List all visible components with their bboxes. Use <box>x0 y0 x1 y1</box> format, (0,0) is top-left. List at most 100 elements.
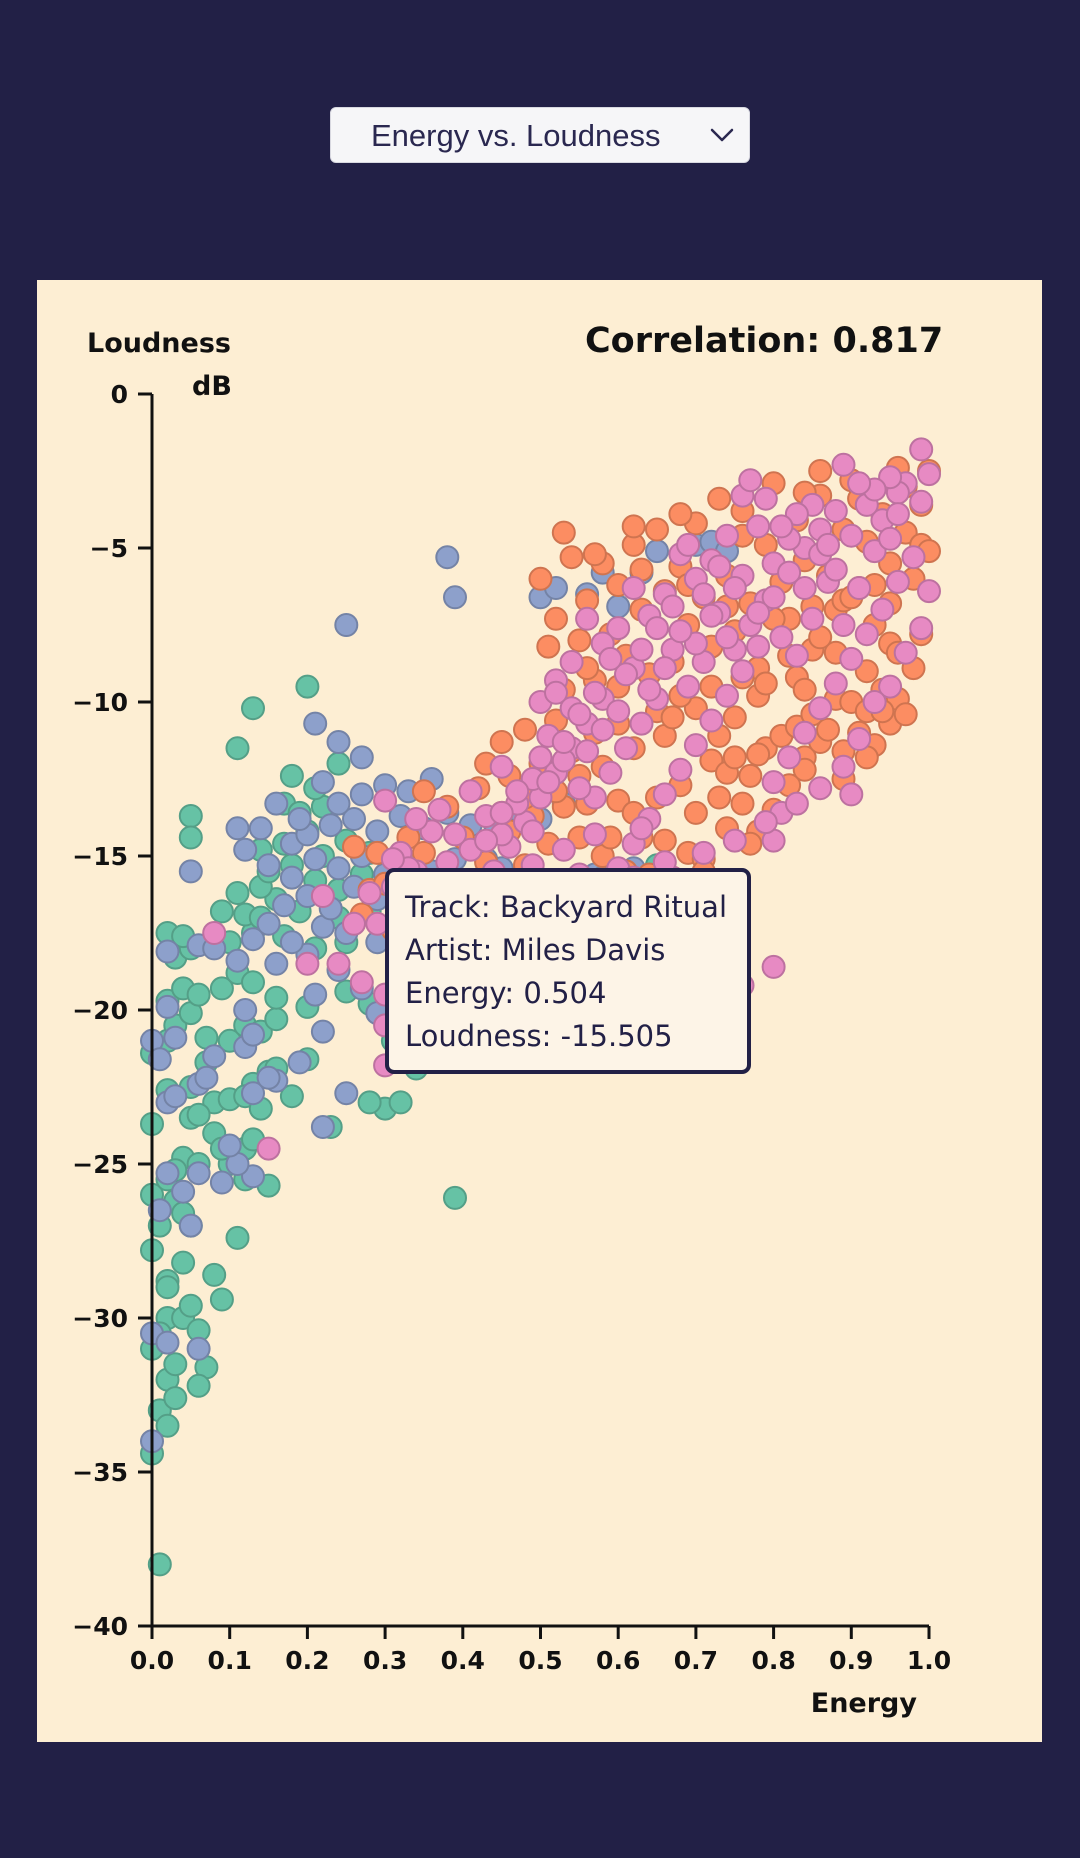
data-point[interactable] <box>847 576 872 600</box>
data-point[interactable] <box>862 690 887 714</box>
data-point[interactable] <box>155 939 180 964</box>
data-point[interactable] <box>264 791 289 816</box>
data-point[interactable] <box>186 1336 211 1361</box>
data-point[interactable] <box>241 970 265 995</box>
data-point[interactable] <box>551 837 576 862</box>
data-point[interactable] <box>777 560 802 585</box>
data-point[interactable] <box>264 985 289 1010</box>
data-point[interactable] <box>715 683 739 708</box>
data-point[interactable] <box>443 1185 467 1210</box>
data-point[interactable] <box>178 859 203 884</box>
data-point[interactable] <box>699 603 724 628</box>
data-point[interactable] <box>544 680 568 705</box>
data-point[interactable] <box>792 576 817 600</box>
data-point[interactable] <box>808 776 833 801</box>
data-point[interactable] <box>598 760 623 785</box>
data-point[interactable] <box>365 819 390 844</box>
data-point[interactable] <box>551 730 576 754</box>
data-point[interactable] <box>295 674 320 699</box>
data-point[interactable] <box>241 696 265 721</box>
data-point[interactable] <box>528 566 553 591</box>
data-point[interactable] <box>582 680 607 705</box>
data-point[interactable] <box>225 736 250 761</box>
data-point[interactable] <box>202 1262 227 1287</box>
data-point[interactable] <box>536 634 561 659</box>
data-point[interactable] <box>645 539 669 564</box>
data-point[interactable] <box>746 600 771 625</box>
data-point[interactable] <box>730 659 755 684</box>
data-point[interactable] <box>147 1552 172 1577</box>
data-point[interactable] <box>575 606 600 631</box>
data-point[interactable] <box>800 606 825 631</box>
data-point[interactable] <box>606 616 631 641</box>
data-point[interactable] <box>155 994 180 1019</box>
data-point[interactable] <box>225 881 250 905</box>
data-point[interactable] <box>722 576 747 600</box>
data-point[interactable] <box>163 1386 188 1411</box>
data-point[interactable] <box>769 625 794 650</box>
data-point[interactable] <box>699 708 724 733</box>
data-point[interactable] <box>722 705 747 730</box>
data-point[interactable] <box>334 1081 359 1106</box>
data-point[interactable] <box>155 1275 180 1300</box>
data-point[interactable] <box>279 930 304 955</box>
data-point[interactable] <box>295 951 320 976</box>
data-point[interactable] <box>668 502 693 527</box>
data-point[interactable] <box>691 582 716 607</box>
data-point[interactable] <box>847 727 872 751</box>
data-point[interactable] <box>808 696 833 721</box>
data-point[interactable] <box>443 585 467 610</box>
data-point[interactable] <box>163 1025 188 1050</box>
data-point[interactable] <box>178 804 203 828</box>
data-point[interactable] <box>186 1161 211 1186</box>
data-point[interactable] <box>326 951 351 976</box>
data-point[interactable] <box>567 628 592 653</box>
data-point[interactable] <box>520 819 545 844</box>
data-point[interactable] <box>683 631 708 656</box>
data-point[interactable] <box>885 502 910 527</box>
data-point[interactable] <box>606 788 631 813</box>
data-point[interactable] <box>544 606 568 631</box>
data-point[interactable] <box>878 526 903 551</box>
data-point[interactable] <box>761 585 786 610</box>
data-point[interactable] <box>722 745 747 770</box>
data-point[interactable] <box>606 699 631 724</box>
data-point[interactable] <box>738 763 763 788</box>
data-point[interactable] <box>746 634 771 659</box>
data-point[interactable] <box>909 616 934 641</box>
data-point[interactable] <box>380 847 405 872</box>
data-point[interactable] <box>241 1081 265 1106</box>
data-point[interactable] <box>637 677 662 702</box>
data-point[interactable] <box>901 545 926 570</box>
data-point[interactable] <box>559 545 584 570</box>
data-point[interactable] <box>342 911 366 936</box>
data-point[interactable] <box>738 468 763 493</box>
data-point[interactable] <box>155 1413 180 1438</box>
data-point[interactable] <box>202 921 227 945</box>
data-point[interactable] <box>629 637 654 662</box>
data-point[interactable] <box>645 517 669 542</box>
data-point[interactable] <box>264 951 289 976</box>
data-point[interactable] <box>683 733 708 758</box>
data-point[interactable] <box>559 650 584 674</box>
data-point[interactable] <box>357 1090 382 1115</box>
data-point[interactable] <box>823 557 848 582</box>
data-point[interactable] <box>847 471 872 496</box>
data-point[interactable] <box>279 1084 304 1109</box>
data-point[interactable] <box>303 711 328 736</box>
data-point[interactable] <box>513 717 537 742</box>
data-point[interactable] <box>816 717 840 742</box>
data-point[interactable] <box>816 532 840 557</box>
data-point[interactable] <box>233 837 258 862</box>
data-point[interactable] <box>707 486 732 511</box>
data-point[interactable] <box>349 970 374 995</box>
data-point[interactable] <box>443 822 467 847</box>
data-point[interactable] <box>256 853 281 878</box>
data-point[interactable] <box>917 462 941 487</box>
data-point[interactable] <box>264 1007 289 1032</box>
data-point[interactable] <box>645 616 669 641</box>
data-point[interactable] <box>349 782 374 807</box>
data-point[interactable] <box>878 674 903 699</box>
data-point[interactable] <box>326 856 351 881</box>
data-point[interactable] <box>326 751 351 776</box>
